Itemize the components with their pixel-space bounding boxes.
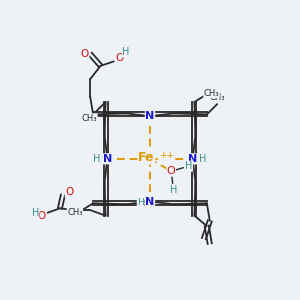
Text: H: H xyxy=(122,47,130,57)
Text: O: O xyxy=(116,53,124,63)
Text: Fe: Fe xyxy=(138,151,155,164)
Text: H: H xyxy=(185,161,193,171)
Text: N: N xyxy=(188,154,197,164)
Text: N: N xyxy=(146,196,154,206)
Text: CH₃: CH₃ xyxy=(67,208,83,217)
Text: CH₃: CH₃ xyxy=(204,89,219,98)
Text: ++: ++ xyxy=(159,151,174,160)
Text: H: H xyxy=(32,208,39,218)
Text: O: O xyxy=(38,211,46,221)
Text: CH₃: CH₃ xyxy=(82,114,97,123)
Text: H: H xyxy=(137,198,144,207)
Text: O: O xyxy=(81,49,89,59)
Text: H: H xyxy=(170,185,177,195)
Text: O: O xyxy=(65,187,74,197)
Text: CH₃: CH₃ xyxy=(209,93,225,102)
Text: O: O xyxy=(167,166,176,176)
Text: N: N xyxy=(103,154,112,164)
Text: N: N xyxy=(146,111,154,121)
Text: H: H xyxy=(93,154,101,164)
Text: H: H xyxy=(199,154,207,164)
